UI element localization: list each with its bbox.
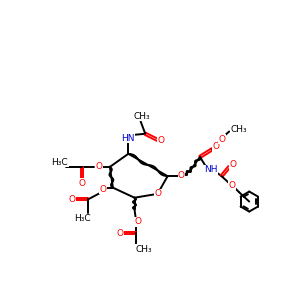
Text: O: O [99,185,106,194]
Text: CH₃: CH₃ [133,112,150,121]
Text: O: O [230,160,237,169]
Text: O: O [178,171,185,180]
Text: H₃C: H₃C [52,158,68,167]
Text: O: O [135,217,142,226]
Text: CH₃: CH₃ [230,125,247,134]
Text: O: O [213,142,220,152]
Text: O: O [116,229,123,238]
Text: HN: HN [121,134,134,143]
Text: CH₃: CH₃ [135,245,152,254]
Text: O: O [96,162,103,171]
Text: H₃C: H₃C [74,214,91,223]
Text: O: O [219,135,226,144]
Text: O: O [69,195,76,204]
Text: NH: NH [204,166,218,175]
Text: O: O [79,178,86,188]
Text: O: O [229,181,236,190]
Text: O: O [155,189,162,198]
Text: O: O [158,136,165,145]
